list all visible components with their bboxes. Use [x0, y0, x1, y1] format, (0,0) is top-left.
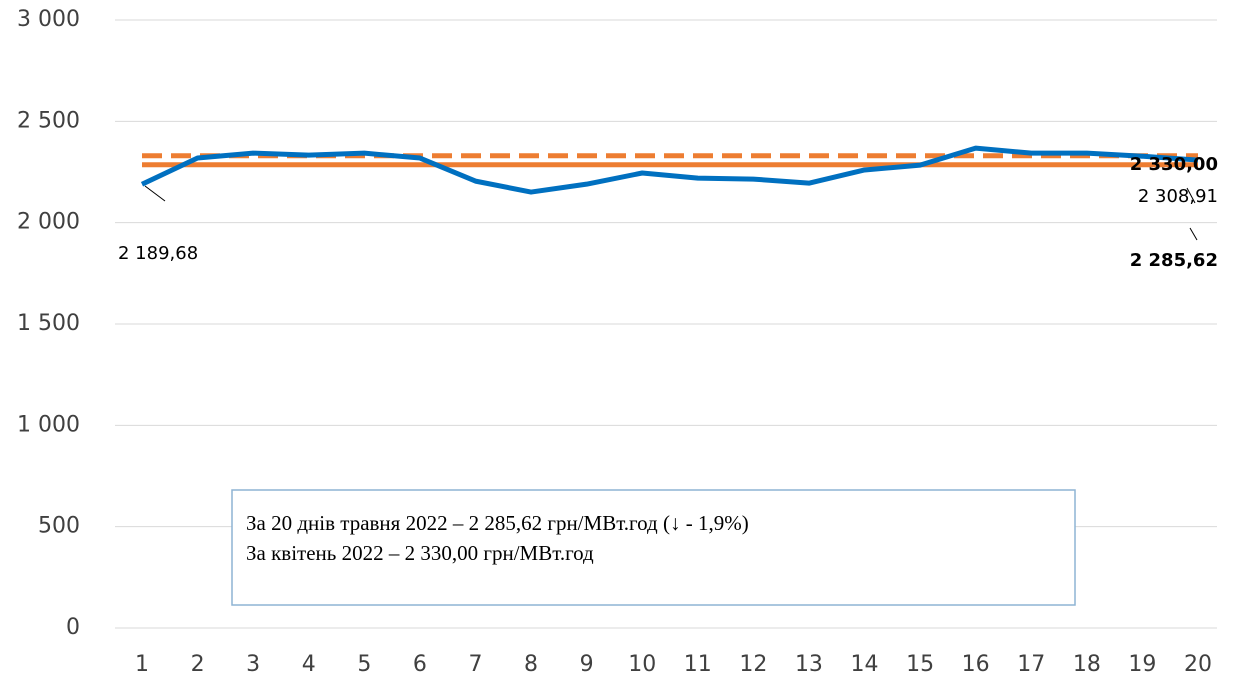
x-tick-label: 12 [739, 652, 767, 677]
x-tick-label: 19 [1128, 652, 1156, 677]
x-tick-label: 5 [357, 652, 371, 677]
x-tick-label: 9 [580, 652, 594, 677]
annotation: За квітень 2022 – 2 330,00 грн/МВт.год [246, 541, 594, 565]
y-tick-label: 3 000 [17, 7, 80, 32]
y-tick-label: 0 [66, 615, 80, 640]
y-tick-label: 1 500 [17, 311, 80, 336]
data-label: 2 330,00 [1130, 154, 1218, 175]
x-tick-label: 1 [135, 652, 149, 677]
x-tick-label: 2 [191, 652, 205, 677]
data-label: 2 308,91 [1138, 186, 1218, 207]
y-tick-label: 2 500 [17, 108, 80, 133]
x-tick-label: 11 [684, 652, 712, 677]
y-tick-label: 1 000 [17, 412, 80, 437]
x-tick-label: 13 [795, 652, 823, 677]
annotation: За 20 днів травня 2022 – 2 285,62 грн/МВ… [246, 511, 749, 535]
x-tick-label: 10 [628, 652, 656, 677]
x-tick-label: 18 [1073, 652, 1101, 677]
x-tick-label: 8 [524, 652, 538, 677]
x-tick-label: 15 [906, 652, 934, 677]
x-tick-label: 20 [1184, 652, 1212, 677]
x-tick-label: 3 [246, 652, 260, 677]
data-label: 2 189,68 [118, 243, 198, 264]
x-tick-label: 6 [413, 652, 427, 677]
label-leader [1189, 227, 1198, 241]
y-tick-label: 500 [38, 514, 80, 539]
y-tick-label: 2 000 [17, 210, 80, 235]
x-tick-label: 16 [962, 652, 990, 677]
x-tick-label: 7 [468, 652, 482, 677]
series-line [140, 145, 1199, 195]
label-leader [1186, 187, 1196, 204]
x-tick-label: 14 [851, 652, 879, 677]
data-label: 2 285,62 [1130, 250, 1218, 271]
x-tick-label: 4 [302, 652, 316, 677]
annotation-box [231, 489, 1076, 606]
x-tick-label: 17 [1017, 652, 1045, 677]
label-leader [144, 185, 166, 202]
